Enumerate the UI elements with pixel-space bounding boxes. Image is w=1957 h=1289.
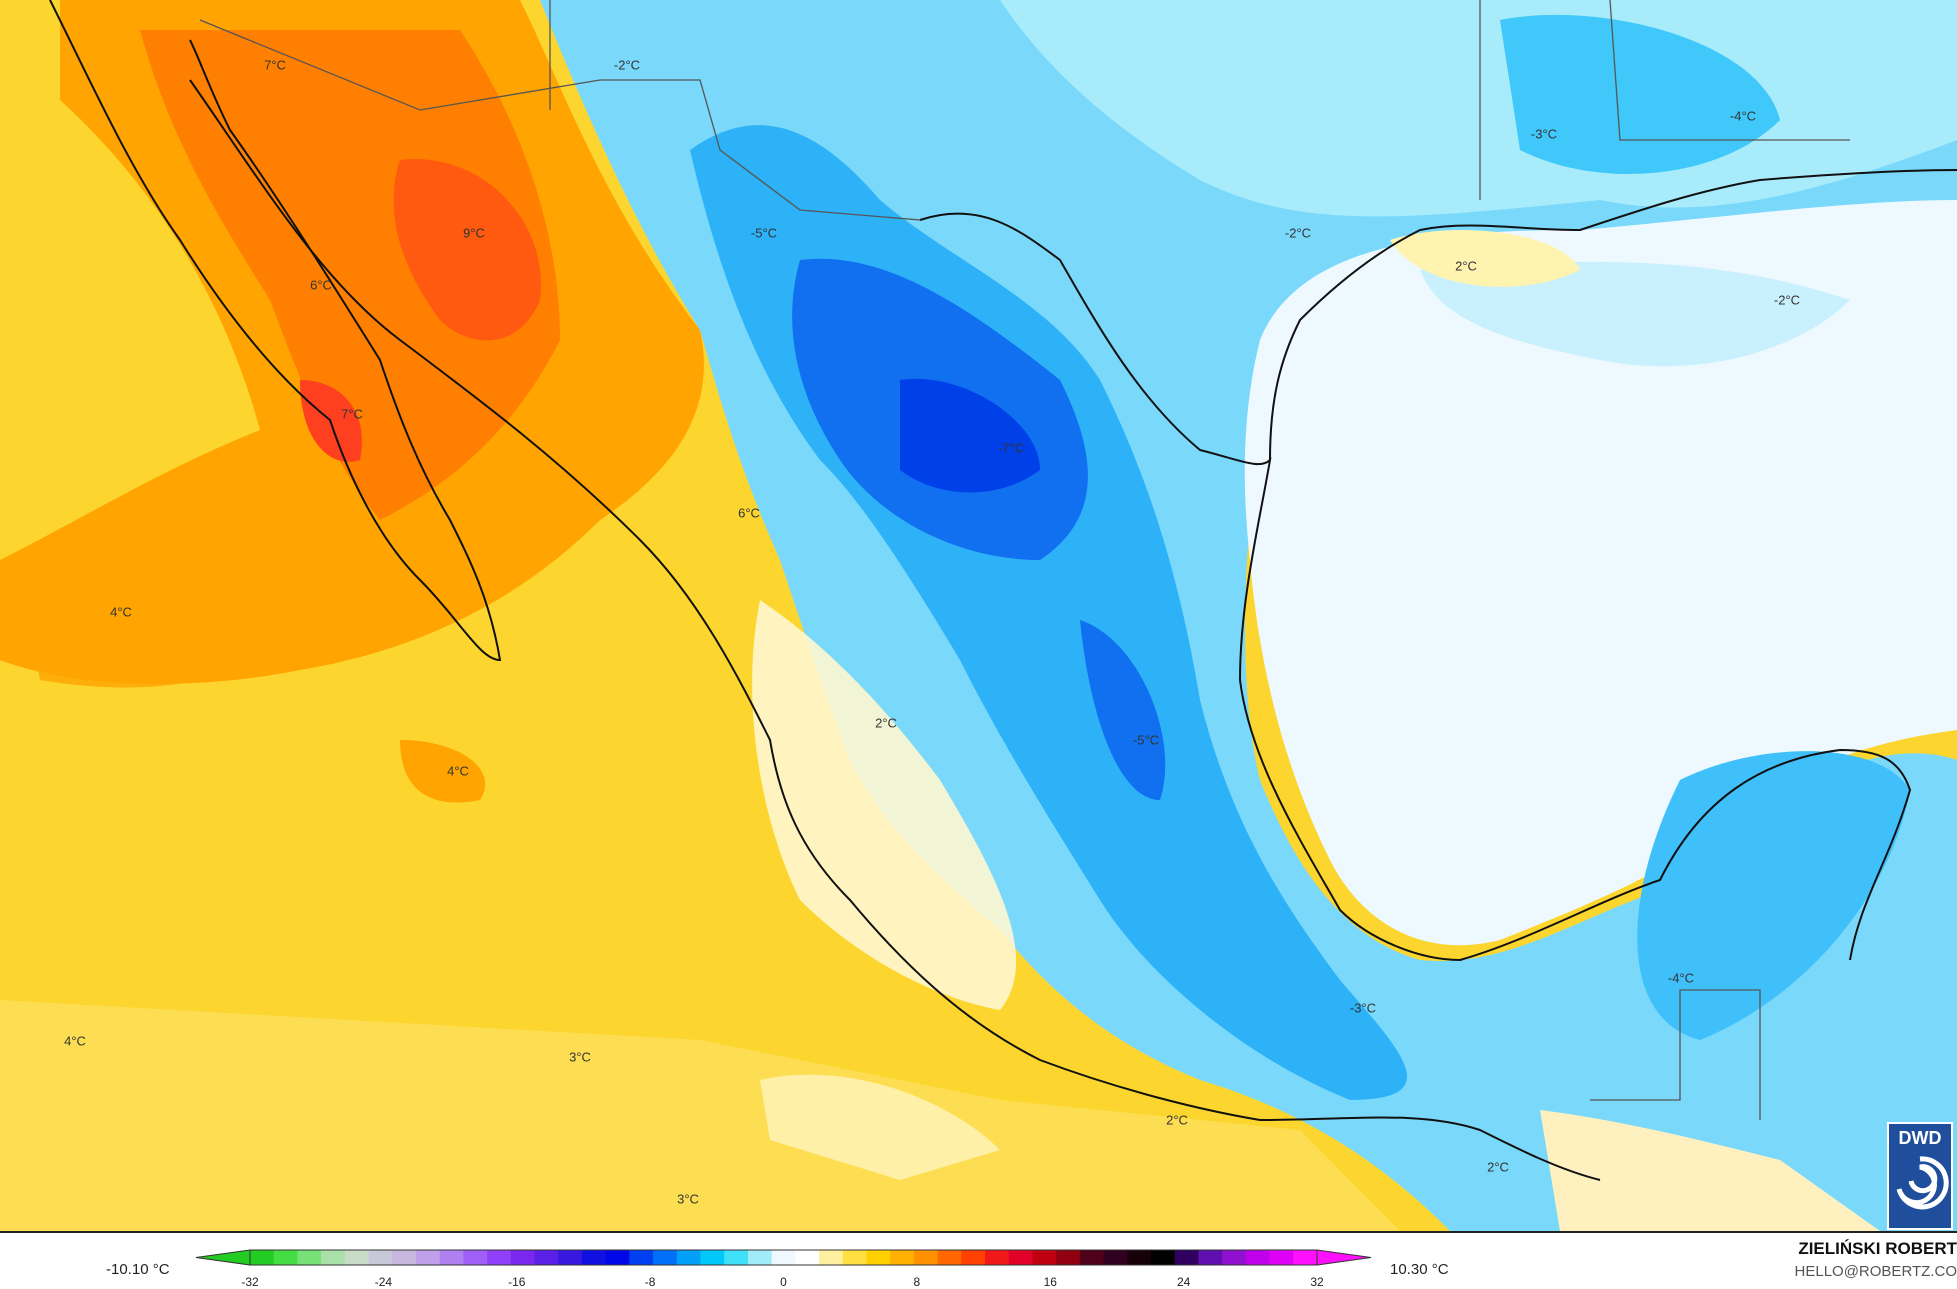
colorbar-tick-label: -16 bbox=[508, 1275, 526, 1289]
colorbar-segment bbox=[1174, 1250, 1199, 1265]
colorbar-segment bbox=[487, 1250, 512, 1265]
contour-label: 2°C bbox=[1487, 1159, 1509, 1175]
author-name: ZIELIŃSKI ROBERT bbox=[1798, 1239, 1957, 1258]
contour-label: 2°C bbox=[1455, 258, 1477, 274]
temperature-map bbox=[0, 0, 1957, 1231]
colorbar-segment bbox=[724, 1250, 749, 1265]
colorbar-segment bbox=[629, 1250, 654, 1265]
colorbar-segment bbox=[890, 1250, 915, 1265]
colorbar-segment bbox=[913, 1250, 939, 1265]
colorbar-tick-label: 0 bbox=[780, 1275, 787, 1289]
colorbar-tick-label: -24 bbox=[374, 1275, 393, 1289]
dwd-logo-text: DWD bbox=[1898, 1128, 1942, 1148]
colorbar bbox=[195, 1249, 1372, 1266]
colorbar-segment bbox=[1032, 1250, 1057, 1265]
colorbar-segment bbox=[1293, 1250, 1318, 1265]
contour-label: -3°C bbox=[1530, 126, 1558, 142]
colorbar-segment bbox=[297, 1250, 322, 1265]
colorbar-segment bbox=[1269, 1250, 1294, 1265]
colorbar-segment bbox=[771, 1250, 796, 1265]
colorbar-tick-label: 32 bbox=[1310, 1275, 1324, 1289]
colorbar-segment bbox=[961, 1250, 986, 1265]
colorbar-segment bbox=[558, 1250, 583, 1265]
colorbar-segment bbox=[463, 1250, 488, 1265]
dwd-logo: DWD bbox=[1887, 1122, 1953, 1230]
contour-label: -2°C bbox=[1773, 292, 1801, 308]
colorbar-segment bbox=[795, 1250, 820, 1265]
colorbar-tick-label: -32 bbox=[241, 1275, 259, 1289]
colorbar-segment bbox=[1222, 1250, 1247, 1265]
colorbar-tick-label: -8 bbox=[644, 1275, 656, 1289]
colorbar-segment bbox=[534, 1250, 559, 1265]
colorbar-segment bbox=[368, 1250, 393, 1265]
colorbar-segment bbox=[510, 1250, 536, 1265]
contour-label: 3°C bbox=[677, 1191, 699, 1207]
contour-label: 4°C bbox=[447, 763, 469, 779]
colorbar-segment bbox=[392, 1250, 417, 1265]
author-email: HELLO@ROBERTZ.CO bbox=[1794, 1263, 1957, 1280]
contour-label: 4°C bbox=[64, 1033, 86, 1049]
colorbar-segment bbox=[653, 1250, 678, 1265]
contour-label: -2°C bbox=[613, 57, 641, 73]
colorbar-segment bbox=[273, 1250, 298, 1265]
colorbar-tick-label: 8 bbox=[913, 1275, 921, 1289]
colorbar-segment bbox=[250, 1250, 275, 1265]
colorbar-segment bbox=[1198, 1250, 1223, 1265]
colorbar-segment bbox=[747, 1250, 773, 1265]
colorbar-segment bbox=[1151, 1250, 1176, 1265]
legend-max-label: 10.30 °C bbox=[1390, 1261, 1449, 1278]
colorbar-tick-label: 24 bbox=[1176, 1275, 1191, 1289]
colorbar-segment bbox=[676, 1250, 702, 1265]
colorbar-segment bbox=[439, 1250, 464, 1265]
contour-label: 7°C bbox=[341, 406, 363, 422]
colorbar-min-arrow bbox=[195, 1249, 251, 1266]
contour-label: 4°C bbox=[110, 604, 132, 620]
colorbar-segment bbox=[1245, 1250, 1271, 1265]
contour-label: -4°C bbox=[1667, 970, 1695, 986]
colorbar-segment bbox=[937, 1250, 962, 1265]
contour-label: -2°C bbox=[1284, 225, 1312, 241]
colorbar-segment bbox=[581, 1250, 607, 1265]
colorbar-segment bbox=[344, 1250, 370, 1265]
contour-label: 7°C bbox=[264, 57, 286, 73]
colorbar-segment bbox=[321, 1250, 346, 1265]
contour-label: -3°C bbox=[1349, 1000, 1377, 1016]
colorbar-segment bbox=[985, 1250, 1010, 1265]
contour-label: -7°C bbox=[997, 440, 1025, 456]
contour-label: 2°C bbox=[875, 715, 897, 731]
colorbar-segment bbox=[1127, 1250, 1152, 1265]
contour-label: 2°C bbox=[1166, 1112, 1188, 1128]
contour-label: 6°C bbox=[310, 277, 332, 293]
contour-label: -4°C bbox=[1729, 108, 1757, 124]
contour-label: 9°C bbox=[463, 225, 485, 241]
colorbar-segment bbox=[842, 1250, 867, 1265]
colorbar-segment bbox=[866, 1250, 891, 1265]
legend-footer: -10.10 °C -32 -24 -16 -8 0 8 16 24 32 10.30 °C Z… bbox=[0, 1231, 1957, 1289]
colorbar-segment bbox=[1103, 1250, 1128, 1265]
contour-label: 6°C bbox=[738, 505, 760, 521]
colorbar-segment bbox=[605, 1250, 630, 1265]
colorbar-segment bbox=[700, 1250, 725, 1265]
legend-min-label: -10.10 °C bbox=[106, 1261, 170, 1278]
contour-label: -5°C bbox=[1132, 732, 1160, 748]
colorbar-segment bbox=[819, 1250, 844, 1265]
colorbar-segment bbox=[1079, 1250, 1105, 1265]
contour-label: -5°C bbox=[750, 225, 778, 241]
colorbar-tick-label: 16 bbox=[1043, 1275, 1057, 1289]
colorbar-max-arrow bbox=[1316, 1249, 1372, 1266]
colorbar-segment bbox=[1008, 1250, 1033, 1265]
colorbar-segment bbox=[415, 1250, 441, 1265]
colorbar-segment bbox=[1056, 1250, 1081, 1265]
contour-label: 3°C bbox=[569, 1049, 591, 1065]
dwd-swirl-icon bbox=[1896, 1156, 1949, 1210]
